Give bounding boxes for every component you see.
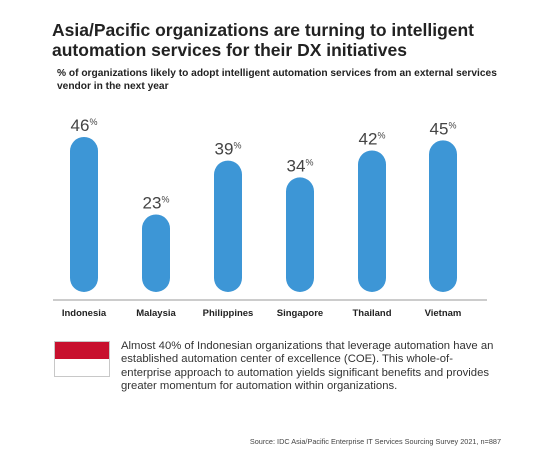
indonesia-flag-icon	[54, 341, 110, 377]
bar-vietnam	[429, 140, 457, 292]
callout-text: Almost 40% of Indonesian organizations t…	[121, 340, 494, 393]
category-label-indonesia: Indonesia	[62, 308, 107, 319]
bar-malaysia	[142, 214, 170, 292]
bar-thailand	[358, 150, 386, 292]
bar-philippines	[214, 160, 242, 292]
value-label-vietnam: 45%	[430, 119, 457, 138]
value-label-singapore: 34%	[287, 156, 314, 175]
source-note: Source: IDC Asia/Pacific Enterprise IT S…	[249, 437, 501, 446]
category-label-thailand: Thailand	[352, 308, 391, 319]
flag-red-band	[55, 342, 109, 359]
category-label-vietnam: Vietnam	[425, 308, 462, 319]
bars-layer	[70, 136, 457, 292]
category-label-malaysia: Malaysia	[136, 308, 176, 319]
bar-singapore	[286, 177, 314, 292]
value-label-indonesia: 46%	[71, 116, 98, 135]
category-label-singapore: Singapore	[277, 308, 323, 319]
flag-white-band	[55, 359, 109, 376]
labels-layer: 46% Indonesia 23% Malaysia 39% Philippines 34%…	[62, 116, 462, 319]
bar-chart: 46% Indonesia 23% Malaysia 39% Philippines 34%…	[53, 116, 487, 319]
chart-subtitle: % of organizations likely to adopt intel…	[57, 68, 497, 92]
value-label-thailand: 42%	[359, 129, 386, 148]
value-label-philippines: 39%	[215, 140, 242, 159]
value-label-malaysia: 23%	[143, 193, 170, 212]
bar-indonesia	[70, 136, 98, 292]
chart-title: Asia/Pacific organizations are turning t…	[52, 20, 475, 60]
category-label-philippines: Philippines	[203, 308, 254, 319]
